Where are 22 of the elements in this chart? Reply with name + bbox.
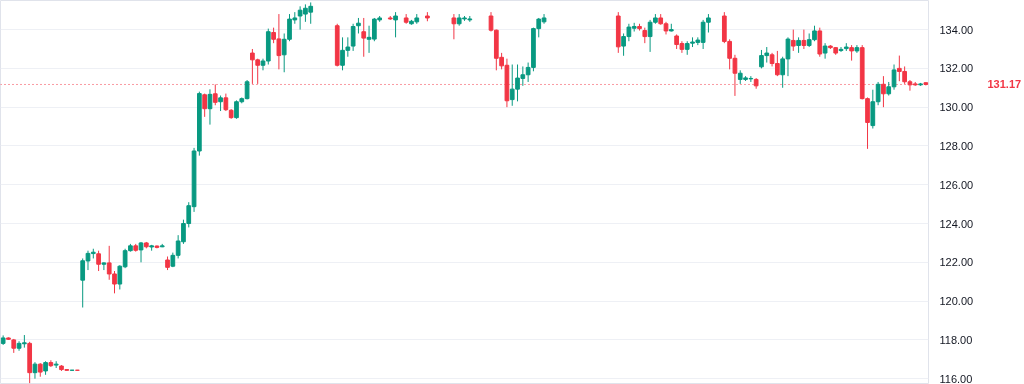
y-tick-label: 132.00: [939, 62, 974, 75]
candlestick: [790, 29, 796, 52]
candlestick: [207, 88, 213, 126]
candlestick: [451, 13, 457, 40]
candlestick: [817, 27, 823, 58]
candlestick: [393, 11, 398, 38]
y-tick-label: 122.00: [939, 256, 974, 269]
candlestick: [101, 261, 107, 271]
candlestick: [881, 75, 886, 108]
y-tick-label: 118.00: [939, 333, 973, 346]
y-tick-label: 128.00: [939, 139, 974, 152]
candlestick: [838, 46, 844, 53]
candlestick: [801, 29, 807, 50]
candlestick: [96, 250, 101, 272]
ref-line-label: 131.17: [987, 78, 1022, 91]
y-tick-label: 126.00: [939, 178, 974, 191]
y-tick-label: 134.00: [939, 23, 974, 36]
candlestick: [361, 17, 367, 58]
y-tick-label: 124.00: [939, 217, 974, 230]
y-tick-label: 116.00: [939, 372, 973, 384]
y-tick-label: 120.00: [939, 295, 974, 308]
y-tick-label: 130.00: [939, 101, 974, 114]
